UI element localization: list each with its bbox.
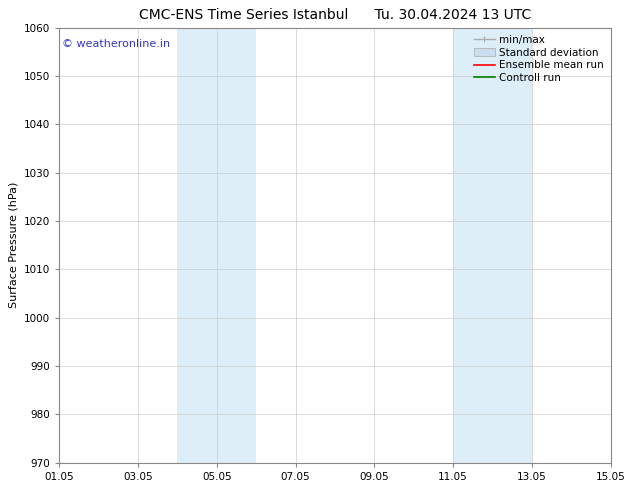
Bar [453, 27, 532, 463]
Title: CMC-ENS Time Series Istanbul      Tu. 30.04.2024 13 UTC: CMC-ENS Time Series Istanbul Tu. 30.04.2… [139, 8, 531, 23]
Bar [178, 27, 256, 463]
Y-axis label: Surface Pressure (hPa): Surface Pressure (hPa) [8, 182, 18, 308]
Legend: min/max, Standard deviation, Ensemble mean run, Controll run: min/max, Standard deviation, Ensemble me… [472, 33, 605, 85]
Text: © weatheronline.in: © weatheronline.in [62, 39, 170, 49]
